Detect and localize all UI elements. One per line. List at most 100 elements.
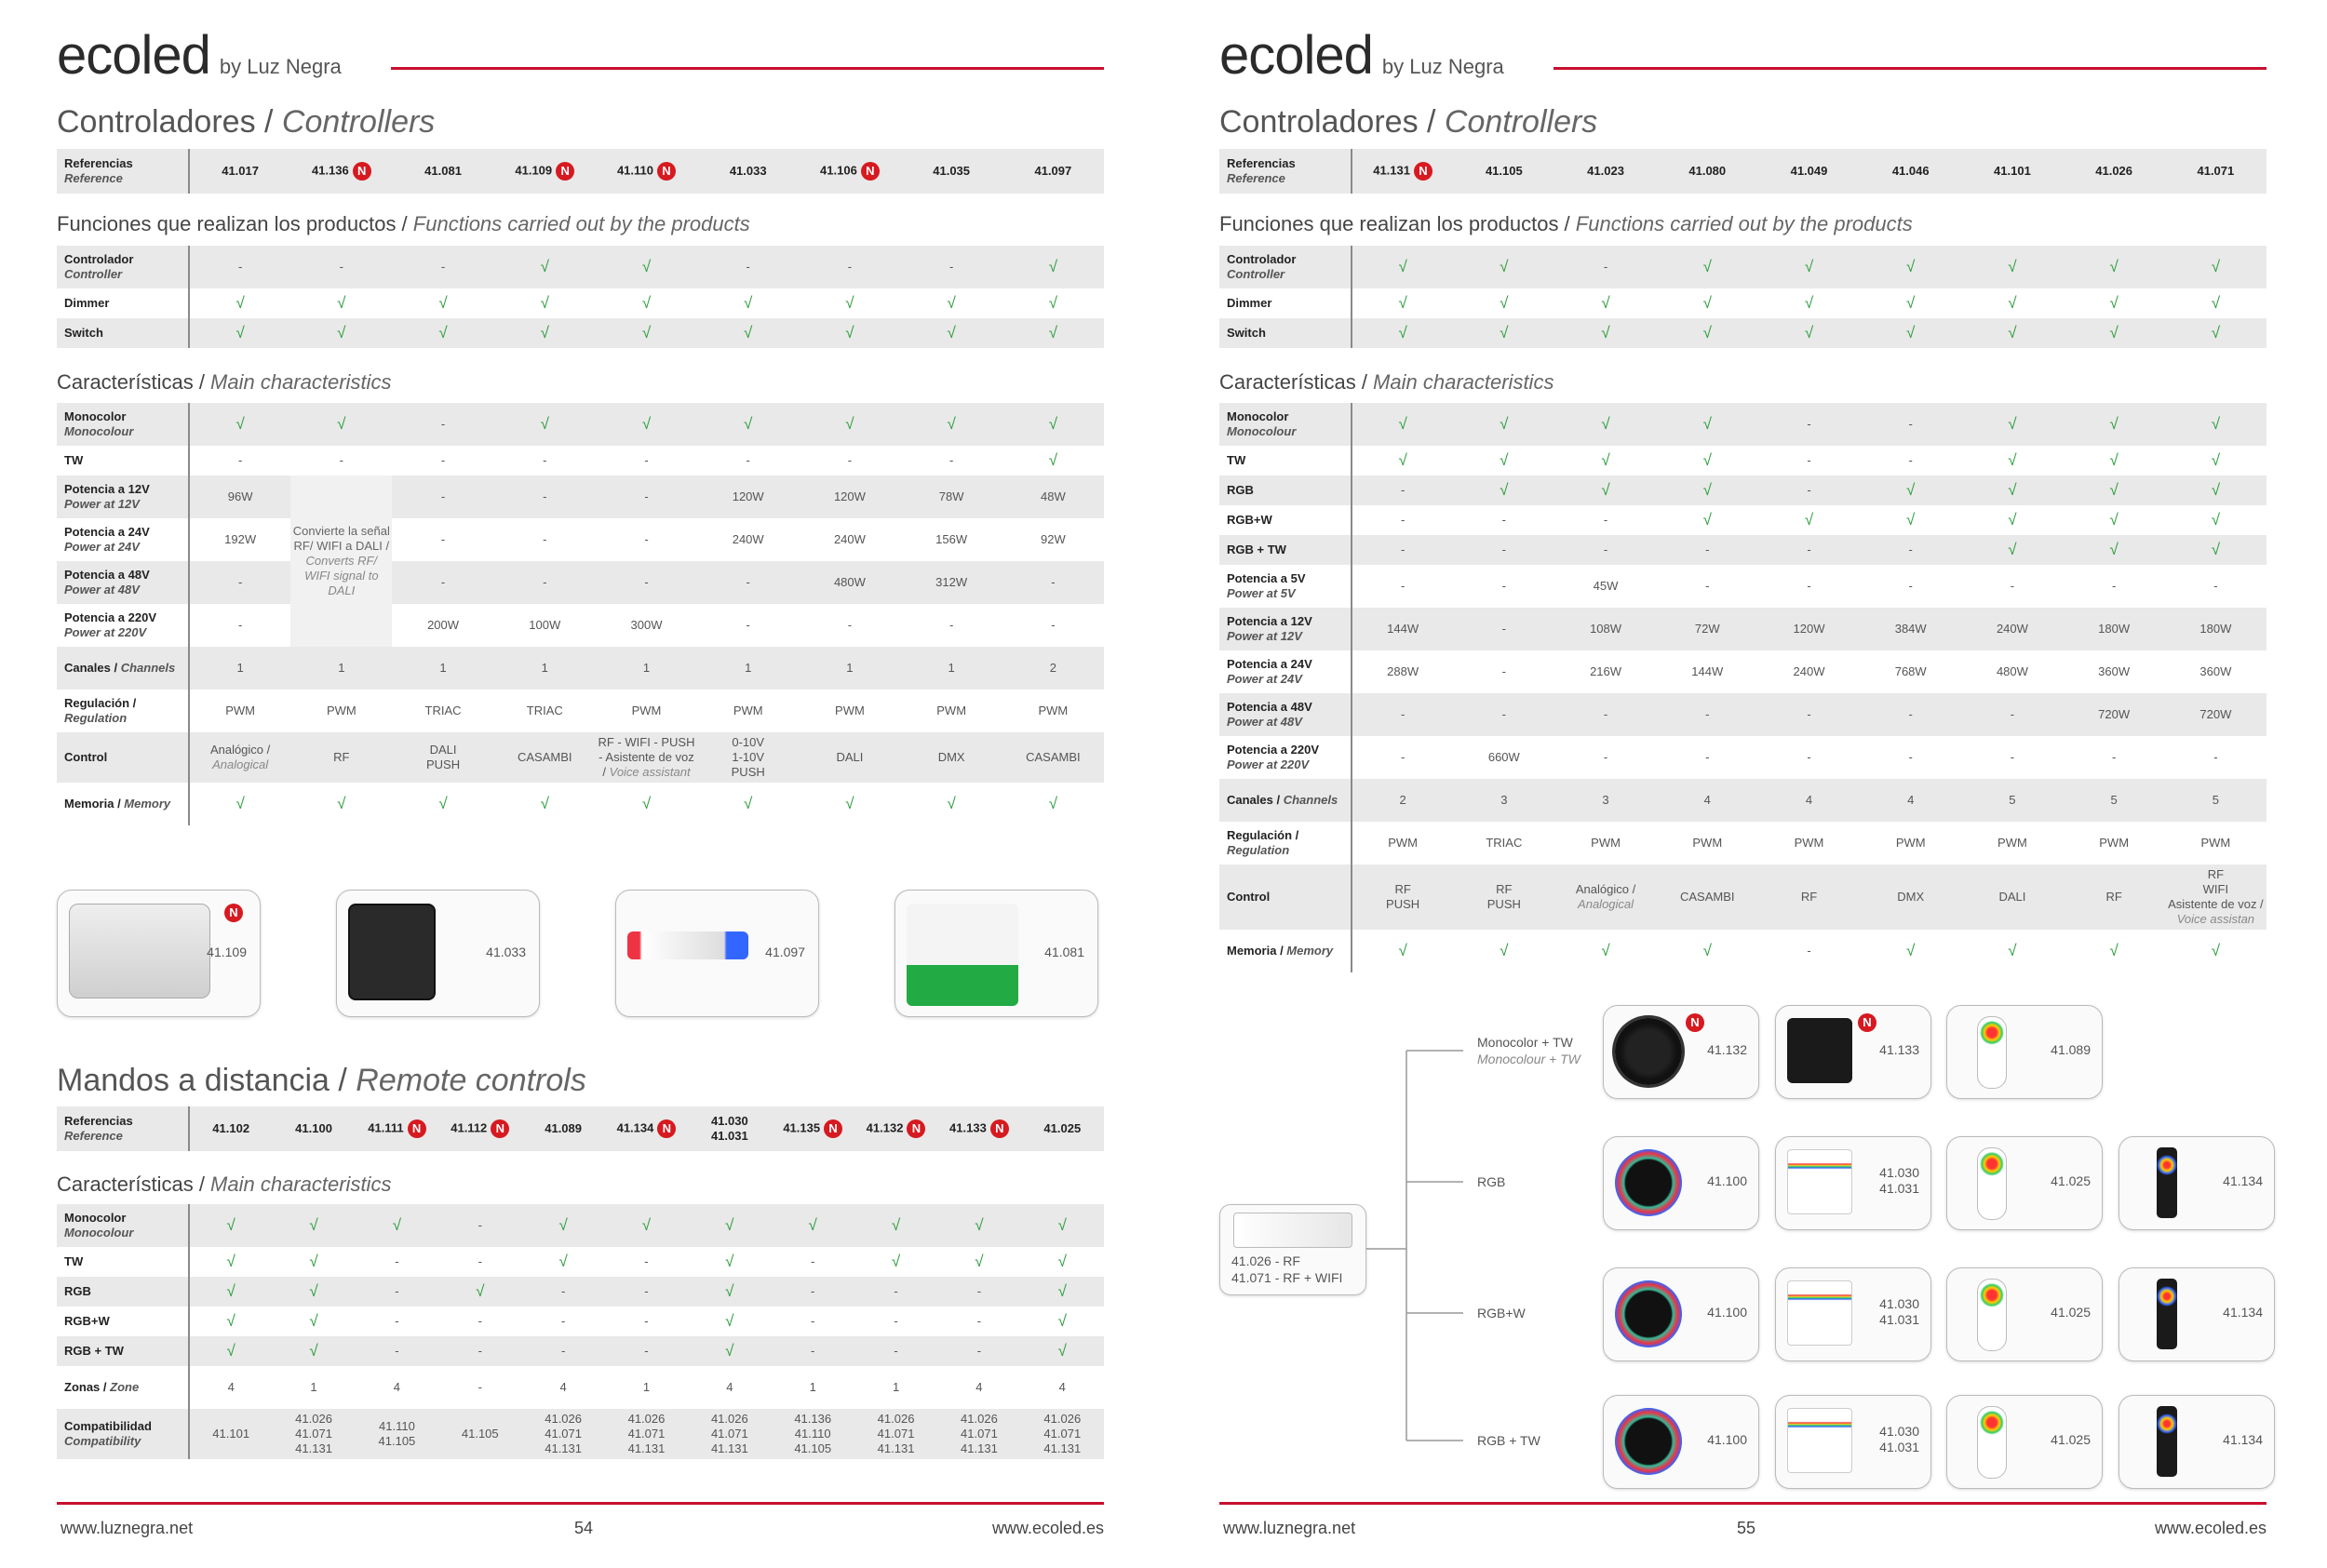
table-cell: √ — [2165, 930, 2266, 972]
table-cell: 660W — [1453, 736, 1554, 779]
reference: 41.071 — [2197, 164, 2235, 178]
table-cell: 240W — [1758, 650, 1860, 693]
cell-text: 41.026 41.071 41.131 — [961, 1412, 998, 1455]
row-label-en: Power at 48V — [1227, 715, 1302, 729]
reference-cell: 41.026 — [2063, 149, 2165, 194]
cell-text: 384W — [1894, 622, 1927, 636]
table-cell: √ — [494, 783, 596, 825]
brand: ecoled by Luz Negra — [1219, 24, 1504, 87]
row-label: RGB — [1219, 476, 1352, 505]
reference: 41.106 — [820, 163, 857, 178]
table-cell: - — [1758, 930, 1860, 972]
table-cell: √ — [189, 1307, 272, 1336]
cell-text: 2 — [1399, 793, 1406, 807]
cell-text: √ — [1048, 293, 1058, 312]
reference: 41.131 — [1373, 163, 1410, 178]
cell-text: √ — [235, 323, 245, 342]
row-label-text: Potencia a 220V — [1227, 743, 1319, 757]
table-cell: PWM — [1554, 822, 1656, 864]
row-label-text: TW — [64, 1254, 84, 1268]
table-cell: RF WIFI Asistente de voz / Voice assista… — [2164, 864, 2266, 930]
row-label: Monocolor Monocolour — [1219, 403, 1352, 446]
cell-text: - — [976, 1284, 982, 1298]
cell-text: PWM — [225, 704, 255, 717]
cell-text: - — [1705, 579, 1710, 593]
cell-text: PWM — [733, 704, 763, 717]
table-cell: 216W — [1554, 650, 1656, 693]
product-image — [69, 904, 210, 998]
row-label-text: Memoria / — [64, 797, 125, 811]
cell-text: √ — [1906, 480, 1916, 499]
cell-text: √ — [845, 293, 854, 312]
table-cell: - — [1961, 736, 2063, 779]
table-cell: CASAMBI — [1656, 864, 1758, 930]
cell-text: √ — [1702, 293, 1712, 312]
row-label: RGB+W — [1219, 505, 1352, 535]
cell-text: - — [1705, 543, 1710, 556]
table-cell: √ — [1002, 318, 1104, 348]
table-cell: - — [355, 1277, 439, 1307]
table-cell: RF PUSH — [1453, 864, 1555, 930]
table-cell: - — [392, 476, 494, 518]
table-cell: - — [771, 1277, 854, 1307]
table-cell: DMX — [900, 732, 1002, 783]
cell-text: √ — [1906, 323, 1916, 342]
cell-text: - — [440, 260, 446, 274]
cell-text: - — [746, 260, 750, 274]
table-cell: 1 — [900, 647, 1002, 690]
cell-text: - — [478, 1344, 482, 1358]
table-row: Potencia a 12V Power at 12V 144W - 108W 72W 1… — [1219, 608, 2266, 650]
product-card: 41.025 — [1946, 1136, 2103, 1230]
table-cell: √ — [595, 318, 698, 348]
row-label: Monocolor Monocolour — [57, 403, 190, 446]
cell-text: √ — [226, 1252, 235, 1270]
table-cell: TRIAC — [494, 690, 596, 732]
cell-text: √ — [845, 794, 854, 812]
cell-text: √ — [309, 1311, 318, 1330]
table-cell: DALI PUSH — [392, 732, 494, 783]
row-label: TW — [57, 1247, 190, 1277]
cell-text: - — [1807, 944, 1811, 958]
cell-text: √ — [1601, 450, 1610, 469]
cell-text: - — [811, 1344, 815, 1358]
cell-text: √ — [1702, 450, 1712, 469]
table-cell: - — [189, 561, 291, 604]
table-cell: √ — [1352, 288, 1453, 318]
table-cell: √ — [1002, 783, 1104, 825]
reference-row: Referencias Reference 41.131 N 41.105 41.023… — [1219, 149, 2266, 194]
product-ref: 41.134 — [2223, 1432, 2263, 1447]
row-label-text: Dimmer — [64, 296, 110, 310]
cell-text: 41.110 41.105 — [378, 1419, 416, 1448]
table-cell: √ — [2164, 246, 2266, 288]
table-row: Regulación / Regulation PWM PWM TRIAC TRIAC P… — [57, 690, 1104, 732]
product-ref: 41.097 — [765, 945, 805, 959]
table-cell: √ — [521, 1247, 604, 1277]
table-cell: 41.105 — [438, 1409, 522, 1459]
table-cell: √ — [1757, 318, 1861, 348]
cell-text: √ — [309, 1341, 318, 1360]
reference: 41.025 — [1043, 1121, 1082, 1135]
reference-cell: 41.111 N — [355, 1106, 439, 1151]
table-cell: CASAMBI — [1002, 732, 1104, 783]
cell-text: 144W — [1387, 622, 1419, 636]
branch-name: RGB + TW — [1477, 1433, 1540, 1448]
table-row: Switch √ √ √ √ √ √ √ √ √ — [1219, 318, 2266, 348]
cell-text: 1 — [809, 1380, 816, 1394]
cell-text: 480W — [1996, 664, 2028, 678]
table-cell: √ — [799, 288, 900, 318]
table-cell: √ — [688, 1204, 772, 1247]
table-cell: 480W — [799, 561, 901, 604]
cell-text: √ — [2008, 480, 2017, 499]
cell-text: √ — [1601, 414, 1610, 433]
controller-label: 41.071 - RF + WIFI — [1231, 1270, 1343, 1285]
table-cell: - — [1352, 736, 1453, 779]
cell-text: √ — [235, 293, 245, 312]
cell-text: 1 — [338, 661, 345, 675]
cell-text: 4 — [1907, 793, 1915, 807]
cell-text: - — [948, 618, 954, 632]
table-cell: - — [1961, 565, 2063, 608]
table-cell: √ — [1453, 930, 1554, 972]
cell-text: √ — [2008, 293, 2017, 312]
table-cell: √ — [1961, 288, 2063, 318]
table-row: Potencia a 12V Power at 12V 96W Convierte … — [57, 476, 1104, 647]
